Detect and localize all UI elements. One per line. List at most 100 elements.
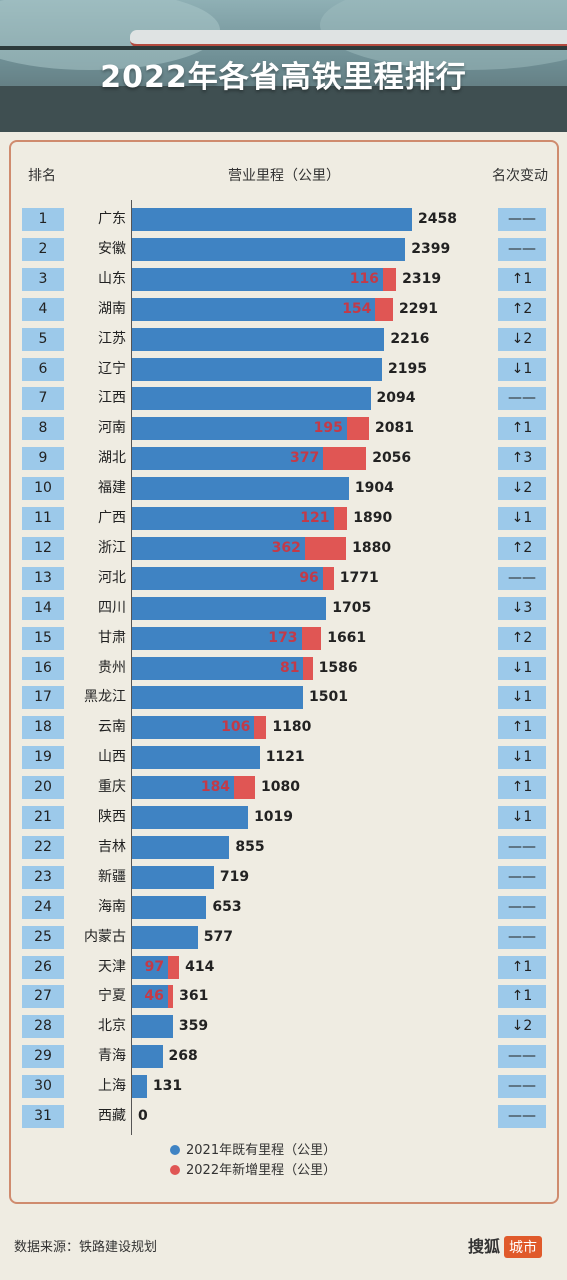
new-mileage-label: 184 [200, 779, 231, 795]
rank-change-badge: —— [498, 836, 546, 859]
province-label: 重庆 [98, 779, 126, 795]
rank-change-badge: —— [498, 387, 546, 410]
rank-badge: 14 [22, 597, 64, 620]
brand-tag: 城市 [504, 1236, 543, 1258]
province-label: 上海 [98, 1078, 126, 1094]
rank-badge: 27 [22, 985, 64, 1008]
new-mileage-label: 106 [221, 719, 251, 735]
total-mileage-label: 2094 [376, 390, 416, 406]
province-label: 广东 [98, 211, 126, 227]
rank-change-badge: —— [498, 1075, 546, 1098]
rank-change-badge: ↓1 [498, 806, 546, 829]
bar-existing-mileage [132, 387, 371, 410]
rank-change-badge: ↓3 [498, 597, 546, 620]
bar-new-mileage [254, 716, 267, 739]
total-mileage-label: 1586 [318, 660, 358, 676]
province-label: 吉林 [98, 839, 126, 855]
bar-existing-mileage [132, 657, 304, 680]
rank-badge: 18 [22, 716, 64, 739]
province-label: 陕西 [98, 809, 126, 825]
total-mileage-label: 2081 [375, 420, 415, 436]
total-mileage-label: 2291 [398, 301, 438, 317]
rank-change-badge: ↑1 [498, 956, 546, 979]
province-label: 北京 [98, 1018, 126, 1034]
rank-change-badge: ↓1 [498, 507, 546, 530]
bar-existing-mileage [132, 1075, 147, 1098]
bar-existing-mileage [132, 746, 260, 769]
rank-change-badge: ↓1 [498, 657, 546, 680]
legend-existing-swatch [170, 1145, 180, 1155]
legend-new-label: 2022年新增里程（公里） [186, 1163, 337, 1178]
legend-new: 2022年新增里程（公里） [170, 1162, 336, 1180]
brand-name: 搜狐 [468, 1237, 501, 1256]
rank-badge: 16 [22, 657, 64, 680]
rail-track [0, 46, 567, 50]
bar-existing-mileage [132, 985, 168, 1008]
rank-change-badge: —— [498, 1105, 546, 1128]
rank-change-badge: ↓1 [498, 746, 546, 769]
rank-badge: 31 [22, 1105, 64, 1128]
bar-existing-mileage [132, 896, 207, 919]
province-label: 河南 [98, 420, 126, 436]
data-source: 数据来源：铁路建设规划 [14, 1240, 158, 1255]
rank-badge: 20 [22, 776, 64, 799]
bar-existing-mileage [132, 686, 303, 709]
province-label: 新疆 [98, 869, 126, 885]
new-mileage-label: 362 [271, 540, 301, 556]
bar-existing-mileage [132, 597, 327, 620]
rank-badge: 11 [22, 507, 64, 530]
new-mileage-label: 116 [349, 271, 379, 287]
total-mileage-label: 719 [219, 869, 250, 885]
province-label: 海南 [98, 899, 126, 915]
rank-badge: 28 [22, 1015, 64, 1038]
rank-badge: 30 [22, 1075, 64, 1098]
province-label: 山西 [98, 749, 126, 765]
rank-badge: 1 [22, 208, 64, 231]
bar-new-mileage [301, 627, 322, 650]
province-label: 福建 [98, 480, 126, 496]
rank-change-badge: ↓2 [498, 1015, 546, 1038]
rank-badge: 5 [22, 328, 64, 351]
chart-card [9, 140, 559, 1204]
rank-change-badge: ↓1 [498, 358, 546, 381]
rank-change-badge: —— [498, 1045, 546, 1068]
total-mileage-label: 1880 [352, 540, 392, 556]
total-mileage-label: 359 [178, 1018, 209, 1034]
total-mileage-label: 1501 [308, 689, 348, 705]
bar-new-mileage [303, 657, 313, 680]
legend-existing-label: 2021年既有里程（公里） [186, 1143, 337, 1158]
province-label: 黑龙江 [84, 689, 126, 705]
page-title: 2022年各省高铁里程排行 [100, 60, 467, 95]
province-label: 四川 [98, 600, 126, 616]
province-label: 青海 [98, 1048, 126, 1064]
mileage-column-header: 营业里程（公里） [228, 168, 340, 184]
total-mileage-label: 2216 [390, 331, 430, 347]
rank-badge: 23 [22, 866, 64, 889]
province-label: 江苏 [98, 331, 126, 347]
rank-column-header: 排名 [28, 168, 56, 184]
rank-change-badge: ↓2 [498, 477, 546, 500]
header-banner [0, 0, 567, 132]
new-mileage-label: 81 [279, 660, 300, 676]
rank-change-badge: —— [498, 896, 546, 919]
province-label: 天津 [98, 959, 126, 975]
legend-existing: 2021年既有里程（公里） [170, 1142, 336, 1160]
legend-new-swatch [170, 1165, 180, 1175]
bar-existing-mileage [132, 537, 305, 560]
rank-change-badge: ↑1 [498, 985, 546, 1008]
rank-change-badge: ↑2 [498, 627, 546, 650]
bar-existing-mileage [132, 1045, 163, 1068]
bar-new-mileage [168, 956, 180, 979]
bar-existing-mileage [132, 1015, 173, 1038]
rank-change-badge: —— [498, 567, 546, 590]
bar-existing-mileage [132, 208, 412, 231]
rank-change-badge: ↑2 [498, 298, 546, 321]
total-mileage-label: 855 [235, 839, 265, 855]
bar-existing-mileage [132, 417, 347, 440]
new-mileage-label: 377 [290, 450, 320, 466]
rank-change-badge: ↑1 [498, 417, 546, 440]
train-illustration [130, 30, 567, 47]
total-mileage-label: 2319 [402, 271, 442, 287]
rank-change-badge: ↑1 [498, 716, 546, 739]
rank-badge: 8 [22, 417, 64, 440]
